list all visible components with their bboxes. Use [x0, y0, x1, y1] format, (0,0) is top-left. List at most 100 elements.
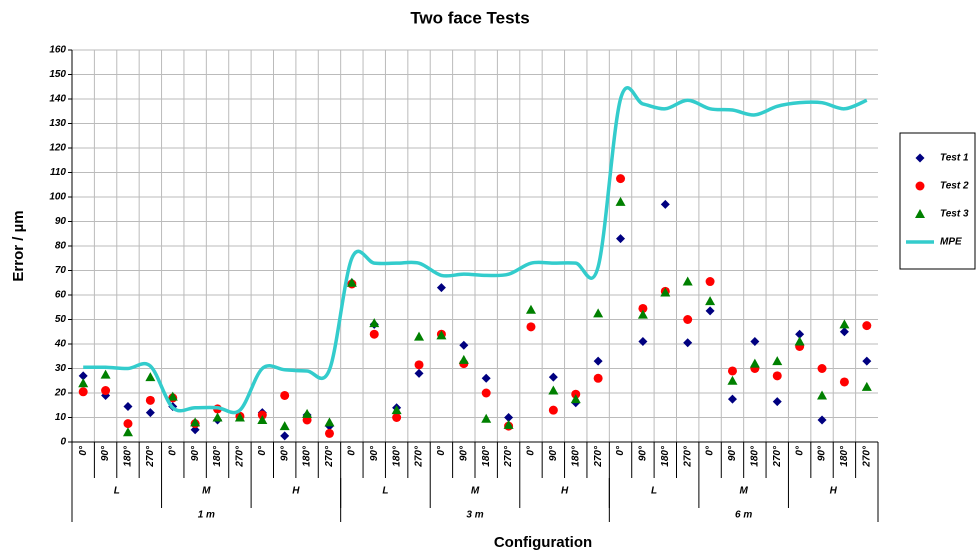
point [504, 413, 514, 422]
x-tick-label: 270° [414, 445, 425, 468]
point [727, 394, 737, 404]
x-tick-label: 90° [279, 445, 290, 461]
x-tick-label: 270° [593, 445, 604, 468]
legend-swatch [915, 209, 925, 218]
point [302, 408, 313, 418]
point [660, 199, 670, 209]
legend-swatch [915, 181, 925, 191]
x-tick-label: 90° [638, 445, 649, 461]
point [817, 390, 828, 400]
x-tick-label: 0° [347, 445, 358, 456]
x-tick-label: 90° [727, 445, 738, 461]
point [570, 394, 581, 404]
point [817, 364, 827, 373]
x-tick-label: 270° [145, 445, 156, 468]
x-tick-label: 90° [190, 445, 201, 461]
point [682, 276, 693, 286]
y-tick-label: 100 [49, 192, 66, 203]
point [727, 375, 738, 385]
point [705, 306, 715, 316]
point [167, 391, 178, 401]
legend-label: Test 3 [940, 209, 969, 220]
point [436, 330, 447, 340]
x-tick-label: 180° [302, 445, 313, 467]
point [369, 329, 379, 339]
point [616, 234, 626, 244]
x-tick-label: 0° [167, 445, 178, 456]
group-label: H [561, 486, 569, 497]
point [503, 419, 514, 429]
point [279, 421, 290, 431]
point [525, 304, 536, 314]
point [616, 174, 626, 184]
x-tick-label: 180° [750, 445, 761, 467]
point [414, 331, 425, 341]
x-tick-label: 90° [817, 445, 828, 461]
point [638, 303, 648, 313]
point [750, 337, 760, 347]
legend-box [899, 132, 976, 270]
point [369, 318, 380, 328]
point [436, 283, 446, 293]
point [526, 322, 536, 332]
x-tick-label: 180° [839, 445, 850, 467]
x-tick-label: 180° [660, 445, 671, 467]
x-tick-label: 0° [257, 445, 268, 456]
y-tick-label: 60 [55, 290, 67, 301]
legend-label: Test 2 [940, 181, 969, 192]
point [145, 395, 155, 405]
point [727, 366, 737, 376]
point [391, 405, 402, 415]
point [839, 319, 850, 329]
point [414, 360, 424, 370]
y-tick-label: 20 [54, 388, 67, 399]
x-tick-label: 0° [705, 445, 716, 456]
point [234, 412, 245, 422]
y-tick-label: 120 [49, 143, 66, 154]
point [392, 413, 402, 422]
point [772, 371, 782, 381]
x-tick-label: 90° [548, 445, 559, 461]
point [593, 373, 603, 383]
point [637, 309, 648, 319]
legend-label: MPE [940, 237, 962, 248]
y-tick-label: 40 [54, 339, 67, 350]
point [548, 372, 558, 382]
point [123, 419, 133, 429]
y-tick-label: 110 [50, 167, 66, 178]
point [794, 336, 805, 346]
group-label: L [382, 486, 388, 497]
point [862, 356, 872, 366]
group-label: H [292, 486, 300, 497]
point [862, 321, 872, 331]
x-tick-label: 270° [235, 445, 246, 468]
chart-title: Two face Tests [410, 8, 529, 27]
y-tick-label: 80 [55, 241, 67, 252]
group-label: M [471, 486, 480, 497]
point [705, 277, 715, 287]
x-tick-label: 0° [78, 445, 89, 456]
point [481, 373, 491, 383]
x-tick-label: 180° [481, 445, 492, 467]
x-tick-label: 180° [123, 445, 134, 467]
group-label: L [651, 486, 657, 497]
point [190, 417, 201, 427]
point [122, 427, 133, 437]
x-tick-label: 270° [503, 445, 514, 468]
group-label: 6 m [735, 510, 752, 521]
x-tick-label: 270° [861, 445, 872, 468]
x-tick-label: 0° [526, 445, 537, 456]
x-axis-title: Configuration [494, 534, 592, 551]
point [145, 408, 155, 418]
mpe-line [83, 86, 868, 415]
x-tick-label: 180° [570, 445, 581, 467]
point [123, 401, 133, 411]
y-tick-label: 90 [55, 216, 67, 227]
y-tick-label: 50 [55, 314, 67, 325]
point [593, 356, 603, 366]
y-tick-label: 70 [55, 265, 67, 276]
y-tick-label: 160 [49, 45, 66, 56]
group-label: 3 m [466, 510, 483, 521]
y-tick-label: 10 [55, 412, 67, 423]
point [638, 337, 648, 347]
